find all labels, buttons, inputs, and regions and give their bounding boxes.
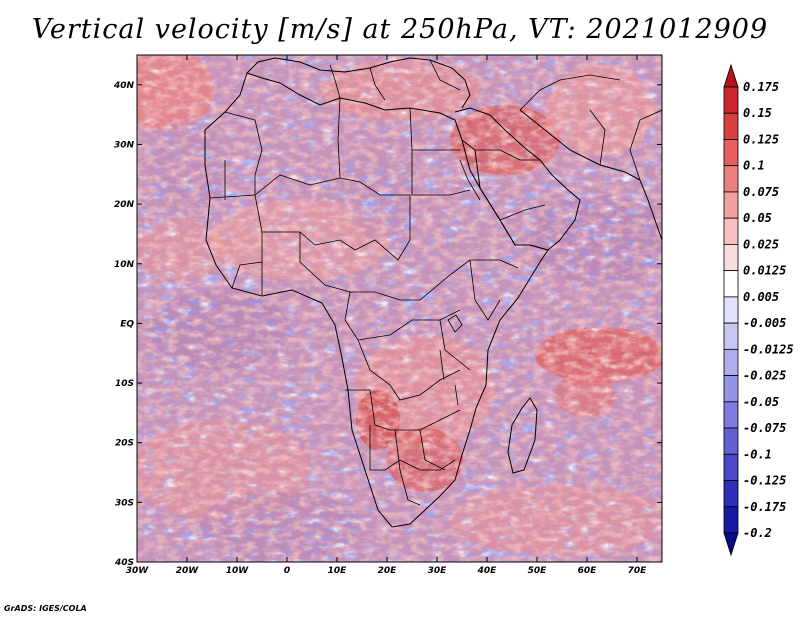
- colorbar-label: 0.125: [743, 132, 779, 146]
- colorbar-segment: [723, 165, 739, 193]
- colorbar-label: 0.15: [743, 106, 772, 120]
- colorbar-segment: [723, 401, 739, 429]
- colorbar-label: -0.175: [743, 500, 786, 514]
- colorbar-segment: [723, 270, 739, 298]
- lat-tick-label: 40N: [113, 81, 135, 91]
- lon-tick-label: 30W: [126, 566, 150, 576]
- colorbar-label: 0.005: [743, 290, 779, 304]
- lakes: [439, 159, 481, 406]
- longitude-axis: 30W 20W 10W 0 10E 20E 30E 40E 50E 60E 70E: [126, 55, 647, 576]
- lat-tick-label: 40S: [114, 558, 134, 568]
- lon-tick-label: 60E: [578, 566, 598, 576]
- colorbar-label: 0.075: [743, 185, 779, 199]
- colorbar-label: 0.1: [743, 159, 765, 173]
- lon-tick-label: 70E: [628, 566, 648, 576]
- lat-tick-label: 20S: [115, 439, 134, 449]
- country-borders: [209, 59, 662, 506]
- colorbar-segment: [723, 217, 739, 245]
- lat-tick-label: 10N: [114, 260, 135, 270]
- colorbar-segment: [723, 348, 739, 376]
- colorbar-segment: [723, 86, 739, 114]
- colorbar-label: -0.025: [743, 369, 786, 383]
- colorbar-top-arrow: [723, 63, 739, 88]
- madagascar-coastline: [507, 397, 538, 474]
- colorbar-segment: [723, 427, 739, 455]
- colorbar-label: -0.2: [743, 526, 772, 540]
- iran-coast: [519, 109, 641, 181]
- lat-tick-label: EQ: [120, 319, 134, 329]
- colorbar-label: -0.05: [743, 395, 779, 409]
- colorbar-label: -0.0125: [743, 342, 794, 356]
- lat-tick-label: 30S: [115, 498, 134, 508]
- colorbar-segment: [723, 112, 739, 140]
- lat-tick-label: 20N: [114, 200, 135, 210]
- europe-coastline: [246, 57, 471, 109]
- lon-tick-label: 0: [284, 566, 290, 576]
- lat-tick-label: 10S: [115, 379, 134, 389]
- colorbar-segment: [723, 453, 739, 481]
- colorbar-bottom-arrow: [723, 532, 739, 557]
- lon-tick-label: 20E: [378, 566, 398, 576]
- lon-tick-label: 30E: [428, 566, 448, 576]
- colorbar-label: 0.025: [743, 237, 779, 251]
- lat-tick-label: 30N: [114, 140, 135, 150]
- colorbar-segment: [723, 139, 739, 167]
- velocity-field: [137, 55, 662, 562]
- lon-tick-label: 50E: [528, 566, 548, 576]
- arabia-coastline: [454, 107, 581, 251]
- colorbar: 0.175 0.15 0.125 0.1 0.075 0.05 0.025 0.0125 0.0…: [723, 63, 794, 557]
- colorbar-segment: [723, 244, 739, 272]
- map-frame: [136, 54, 663, 563]
- colorbar-label: -0.125: [743, 474, 786, 488]
- colorbar-segment: [723, 296, 739, 324]
- colorbar-label: 0.05: [743, 211, 772, 225]
- colorbar-segment: [723, 480, 739, 508]
- colorbar-label: -0.075: [743, 421, 786, 435]
- colorbar-label: -0.1: [743, 447, 772, 461]
- colorbar-label: -0.005: [743, 316, 786, 330]
- colorbar-label: 0.0125: [743, 264, 786, 278]
- colorbar-segment: [723, 506, 739, 534]
- colorbar-label: 0.175: [743, 80, 779, 94]
- colorbar-segment: [723, 191, 739, 219]
- chart-title: Vertical velocity [m/s] at 250hPa, VT: 2…: [31, 14, 769, 45]
- colorbar-segment: [723, 375, 739, 403]
- latitude-axis: 40N 30N 20N 10N EQ 10S 20S 30S 40S: [113, 81, 662, 568]
- lon-tick-label: 20W: [176, 566, 200, 576]
- colorbar-segment: [723, 322, 739, 350]
- lon-tick-label: 10W: [226, 566, 250, 576]
- lon-tick-label: 40E: [477, 566, 498, 576]
- lon-tick-label: 10E: [328, 566, 348, 576]
- grads-credit: GrADS: IGES/COLA: [4, 604, 87, 613]
- india-coastline: [639, 179, 662, 241]
